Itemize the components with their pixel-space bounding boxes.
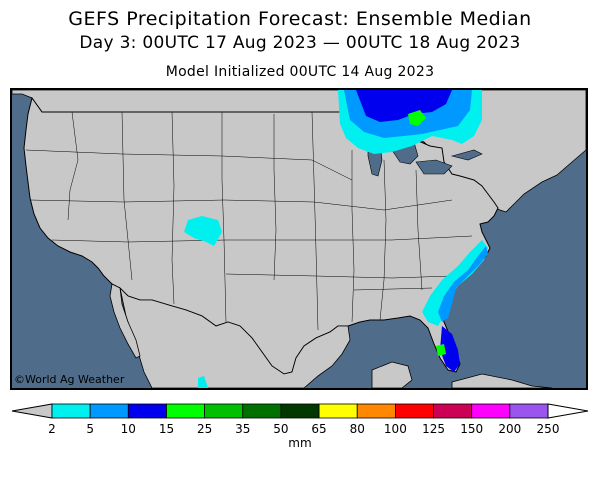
precip-2mm-mexico — [198, 376, 208, 388]
legend-tick-label: 80 — [349, 422, 365, 436]
legend-bar — [11, 403, 589, 419]
legend-swatch — [509, 403, 549, 419]
legend-tick-label: 50 — [273, 422, 289, 436]
map-canvas — [12, 90, 586, 388]
precip-10mm-florida — [440, 326, 460, 372]
legend-swatch — [127, 403, 167, 419]
legend-tick-label: 5 — [86, 422, 94, 436]
color-legend — [11, 403, 589, 419]
precip-15mm-florida — [436, 344, 446, 356]
state-borders — [25, 111, 473, 331]
legend-tick-label: 150 — [460, 422, 484, 436]
legend-swatch — [471, 403, 511, 419]
legend-swatch — [280, 403, 320, 419]
legend-swatch — [89, 403, 129, 419]
legend-swatch — [356, 403, 396, 419]
precip-shading — [184, 90, 488, 388]
chart-title: GEFS Precipitation Forecast: Ensemble Me… — [68, 8, 532, 30]
legend-units: mm — [288, 436, 312, 450]
legend-swatch — [318, 403, 358, 419]
precip-5mm-southeast — [438, 246, 488, 322]
precip-15mm-north — [408, 110, 426, 126]
legend-swatch — [51, 403, 91, 419]
legend-tick-label: 200 — [498, 422, 522, 436]
baja-land — [109, 283, 141, 359]
model-init-time: Model Initialized 00UTC 14 Aug 2023 — [165, 64, 435, 80]
legend-above-arrow — [547, 403, 589, 419]
legend-tick-label: 15 — [158, 422, 175, 436]
precip-2mm-colorado — [184, 216, 222, 246]
legend-tick-label: 65 — [311, 422, 327, 436]
precip-10mm-north — [356, 90, 452, 122]
legend-tick-label: 125 — [422, 422, 445, 436]
forecast-period: Day 3: 00UTC 17 Aug 2023 — 00UTC 18 Aug … — [79, 33, 521, 53]
legend-swatch — [433, 403, 473, 419]
legend-tick-label: 25 — [196, 422, 213, 436]
yucatan-land — [371, 361, 413, 388]
legend-swatch — [394, 403, 434, 419]
legend-tick-label: 100 — [383, 422, 407, 436]
legend-below-arrow — [11, 403, 53, 419]
credit-watermark: ©World Ag Weather — [14, 373, 125, 386]
legend-swatch — [166, 403, 206, 419]
legend-tick-label: 250 — [536, 422, 560, 436]
legend-tick-label: 35 — [235, 422, 251, 436]
precipitation-map: ©World Ag Weather — [10, 88, 588, 390]
legend-swatch — [204, 403, 244, 419]
legend-tick-label: 10 — [120, 422, 136, 436]
legend-swatch — [242, 403, 282, 419]
cuba-land — [451, 373, 553, 388]
mexico-land — [119, 286, 351, 388]
legend-tick-label: 2 — [48, 422, 56, 436]
